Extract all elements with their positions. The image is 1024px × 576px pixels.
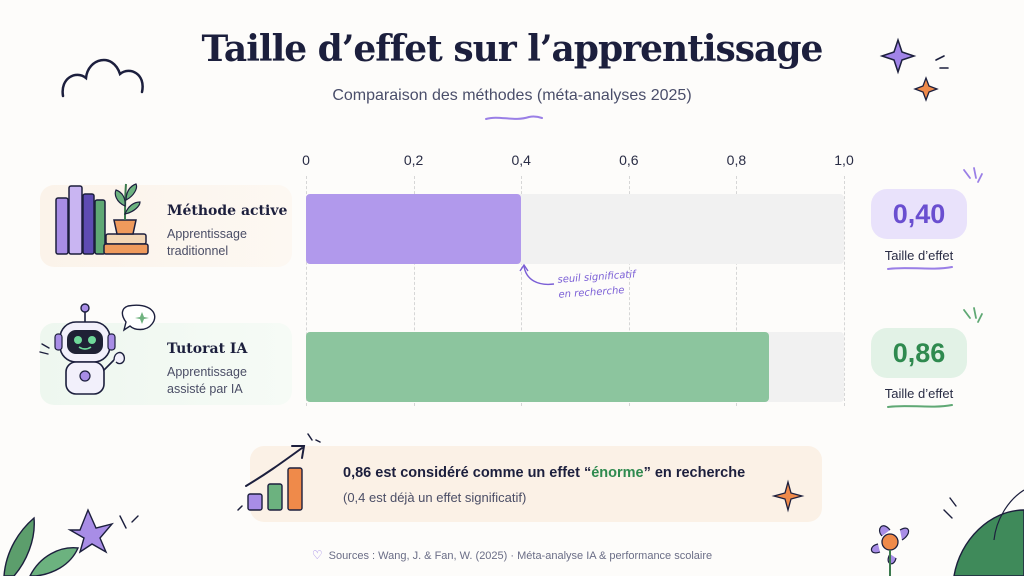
bar-tutorat-ia [306,332,769,402]
cloud-doodle-icon [61,58,144,98]
growth-chart-icon [237,433,321,511]
sparkle-icon [771,479,805,513]
flower-doodle-icon [870,525,910,576]
row-sub2-methode-active: traditionnel [167,244,229,258]
row-title-methode-active: Méthode active [167,203,288,219]
emphasis-lines-icon [963,307,983,323]
page-subtitle: Comparaison des méthodes (méta-analyses … [332,87,692,104]
x-tick-label: 0,6 [619,152,639,168]
gridline [844,176,845,406]
callout-text-pre: 0,86 est considéré comme un effet “ [343,465,592,481]
row-sub2-tutorat-ia: assisté par IA [167,382,243,396]
callout-subtext: (0,4 est déjà un effet significatif) [343,490,527,505]
value-label-methode-active: 0,40 [871,189,967,239]
sparkle-icon [879,37,949,102]
footer-source-text: Sources : Wang, J. & Fan, W. (2025) · Mé… [328,550,713,562]
callout-highlight: énorme [591,465,644,481]
effect-label-methode-active: Taille d’effet [884,248,954,263]
books-plant-icon [55,183,149,255]
effect-underline-green [887,404,953,408]
callout-text-post: ” en recherche [643,465,746,481]
x-tick-label: 0,2 [403,152,424,168]
gridline [306,176,307,406]
row-sub1-methode-active: Apprentissage [167,227,247,241]
bar-methode-active [306,194,522,264]
callout-box [250,446,822,522]
effect-label-tutorat-ia: Taille d’effet [884,386,954,401]
x-tick-label: 0,4 [511,152,531,168]
emphasis-lines-icon [963,167,983,183]
x-tick-label: 0,8 [726,152,747,168]
gridline [413,176,415,406]
subtitle-underline [485,115,543,120]
row-sub1-tutorat-ia: Apprentissage [167,365,247,379]
page-title: Taille d’effet sur l’apprentissage [201,28,824,70]
gridline [736,176,738,406]
footer-source: ♡ Sources : Wang, J. & Fan, W. (2025) · M… [0,548,1024,562]
robot-icon [39,303,156,395]
gridline [628,176,630,406]
annotation-threshold: seuil significatif en recherche [557,267,637,302]
value-label-tutorat-ia: 0,86 [871,328,967,378]
effect-underline-violet [887,266,953,270]
leaves-doodle-icon [3,508,139,576]
heart-icon: ♡ [311,548,323,562]
x-tick-label: 0 [302,152,310,168]
gridline [521,176,523,406]
callout-text: 0,86 est considéré comme un effet “énorm… [343,465,745,481]
x-tick-label: 1,0 [834,152,854,168]
row-title-tutorat-ia: Tutorat IA [167,341,248,357]
curved-arrow-icon [519,263,555,286]
